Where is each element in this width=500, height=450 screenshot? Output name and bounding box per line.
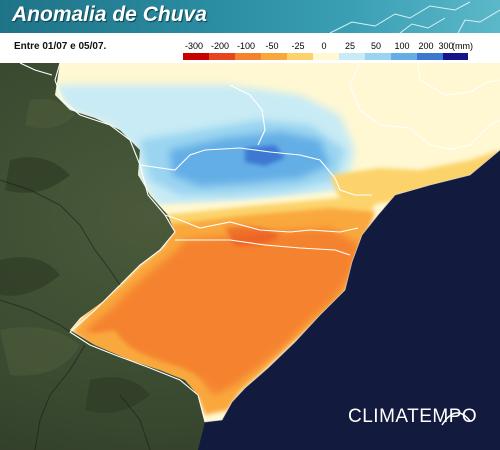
legend-unit: (mm) (452, 41, 473, 51)
anomaly-map (0, 63, 500, 450)
legend-swatch (183, 53, 209, 60)
color-legend: -300 -200 -100 -50 -25 0 25 50 100 200 3… (183, 41, 473, 61)
legend-swatch (339, 53, 365, 60)
legend-label: 50 (370, 41, 382, 51)
land-texture (0, 99, 80, 376)
legend-label: -300 (184, 41, 204, 51)
map-title: Anomalia de Chuva (12, 3, 207, 26)
legend-swatch (417, 53, 443, 60)
ocean (198, 150, 500, 450)
legend-label: 200 (418, 41, 434, 51)
legend-label: 300 (438, 41, 454, 51)
legend-label: -100 (236, 41, 256, 51)
legend-swatch (209, 53, 235, 60)
legend-label: -50 (265, 41, 279, 51)
legend-swatch (313, 53, 339, 60)
legend-swatch (443, 53, 468, 60)
legend-swatch (391, 53, 417, 60)
legend-swatch (235, 53, 261, 60)
logo-arc-icon (441, 412, 471, 426)
legend-label: 0 (321, 41, 327, 51)
period-label: Entre 01/07 e 05/07. (14, 41, 107, 52)
country-borders (0, 179, 151, 450)
legend-swatch (287, 53, 313, 60)
title-bar: Anomalia de Chuva (0, 0, 500, 33)
coastline (204, 149, 500, 423)
legend-label: 25 (344, 41, 356, 51)
legend-label: -25 (291, 41, 305, 51)
land-texture (0, 157, 150, 413)
header-border-lines (329, 1, 500, 33)
legend-label: -200 (210, 41, 230, 51)
legend-swatch (365, 53, 391, 60)
legend-swatch (261, 53, 287, 60)
legend-label: 100 (394, 41, 410, 51)
boundaries (19, 63, 500, 423)
